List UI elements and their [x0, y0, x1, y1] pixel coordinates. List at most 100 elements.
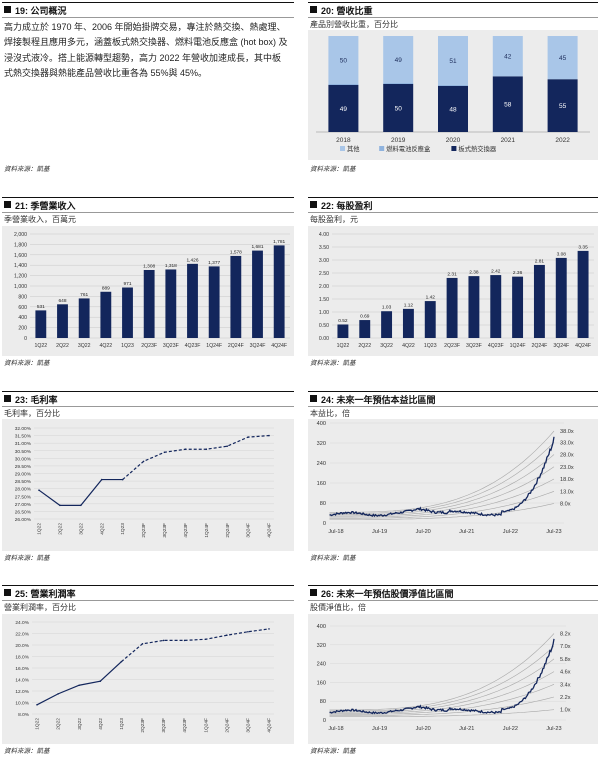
- panel-gross-margin: 23: 毛利率 毛利率，百分比 26.00% 26.50% 27.00% 27.50%…: [2, 391, 294, 562]
- panel-title: 19: 公司概況: [15, 6, 67, 16]
- data-point: [142, 460, 145, 463]
- band-label: 2.2x: [560, 695, 571, 701]
- y-tick-label: 3.50: [319, 245, 329, 251]
- data-point: [57, 693, 59, 695]
- header-marker: [4, 589, 11, 596]
- bar-segment: [547, 79, 578, 132]
- panel-header: 21: 季營業收入: [2, 197, 294, 213]
- x-tick-label: 4Q23F: [182, 718, 188, 733]
- data-label: 1.42: [426, 295, 436, 301]
- band-label: 5.8x: [560, 657, 571, 663]
- x-tick-label: 3Q24F: [246, 523, 252, 538]
- x-tick-label: 4Q22: [99, 343, 112, 349]
- x-tick-label: 1Q22: [35, 718, 41, 730]
- x-tick-label: 4Q23F: [185, 343, 201, 349]
- band-line: [329, 478, 555, 518]
- bar: [57, 304, 68, 338]
- y-tick-label: 20.0%: [15, 643, 29, 649]
- y-tick-label: 29.50%: [15, 464, 32, 470]
- data-label: 42: [504, 54, 512, 61]
- y-tick-label: 1,600: [14, 253, 27, 259]
- data-label: 58: [504, 102, 512, 109]
- x-tick-label: 1Q24F: [204, 523, 210, 538]
- x-tick-label: Jul-18: [328, 726, 343, 732]
- y-tick-label: 10.0%: [15, 701, 29, 707]
- x-tick-label: 3Q23F: [163, 343, 179, 349]
- x-tick-label: 2Q22: [358, 343, 371, 349]
- y-tick-label: 27.50%: [15, 494, 32, 500]
- data-label: 50: [340, 58, 348, 65]
- y-tick-label: 400: [317, 421, 326, 427]
- band-label: 8.2x: [560, 632, 571, 638]
- y-tick-label: 1.50: [319, 297, 329, 303]
- y-tick-label: 200: [18, 326, 27, 332]
- x-tick-label: 1Q24F: [206, 343, 222, 349]
- y-tick-label: 29.00%: [15, 472, 32, 478]
- data-label: 1,681: [251, 244, 263, 250]
- band-line: [329, 633, 555, 711]
- y-tick-label: 1,800: [14, 242, 27, 248]
- x-tick-label: 2Q24F: [531, 343, 547, 349]
- bar-segment: [383, 84, 414, 132]
- data-point: [247, 436, 249, 438]
- y-tick-label: 18.0%: [15, 655, 29, 661]
- y-tick-label: 1.00: [319, 310, 329, 316]
- x-tick-label: 2020: [446, 137, 461, 144]
- y-tick-label: 2.50: [319, 271, 329, 277]
- x-tick-label: 2018: [336, 137, 351, 144]
- x-tick-label: 2Q23F: [141, 343, 157, 349]
- legend-label: 板式熱交換器: [458, 144, 496, 153]
- bar: [424, 301, 436, 338]
- y-tick-label: 1,400: [14, 263, 27, 269]
- bar: [143, 269, 155, 338]
- legend-swatch: [451, 146, 457, 151]
- chart-area: 0 80 160 240 320 400 Jul-18 Jul-19 Jul-20 Jul-21 J…: [308, 419, 598, 551]
- data-label: 55: [559, 103, 567, 110]
- x-tick-label: 1Q22: [337, 343, 350, 349]
- data-point: [184, 448, 187, 451]
- data-point: [183, 639, 186, 642]
- data-label: 3.08: [557, 251, 567, 257]
- quarterly-revenue-chart: 0 200 400 600 800 1,000 1,200 1,400 1,600 1,800 2,…: [14, 232, 290, 349]
- bar: [533, 264, 545, 338]
- y-tick-label: 240: [317, 461, 326, 467]
- x-tick-label: 3Q22: [380, 343, 393, 349]
- x-tick-label: 4Q24F: [267, 523, 273, 538]
- data-label: 1,377: [208, 260, 220, 266]
- source-note: 資料來源：凱基: [310, 555, 356, 562]
- chart-area: 0 80 160 240 320 400 Jul-18 Jul-19 Jul-20 Jul-21 J…: [308, 614, 598, 744]
- y-tick-label: 1,000: [14, 284, 27, 290]
- x-tick-label: Jul-19: [372, 529, 387, 535]
- x-tick-label: 1Q24F: [510, 343, 526, 349]
- source-note: 資料來源：凱基: [310, 748, 356, 755]
- y-tick-label: 8.0%: [18, 712, 30, 718]
- bar: [100, 291, 112, 338]
- data-point: [120, 660, 123, 663]
- x-tick-label: 3Q24F: [246, 718, 252, 733]
- x-tick-label: 1Q23: [119, 718, 125, 730]
- x-tick-label: Jul-20: [416, 726, 431, 732]
- bar: [35, 310, 47, 338]
- bar-segment: [328, 84, 359, 132]
- y-tick-label: 0.00: [319, 336, 329, 342]
- panel-subtitle: 季營業收入，百萬元: [4, 215, 76, 224]
- y-tick-label: 400: [317, 624, 326, 630]
- header-marker: [310, 395, 317, 402]
- data-label: 50: [395, 106, 403, 113]
- bar: [577, 250, 589, 338]
- band-label: 28.0x: [560, 453, 574, 459]
- data-point: [268, 628, 270, 630]
- data-label: 1.12: [404, 302, 414, 308]
- data-point: [226, 445, 228, 447]
- bar-segment: [438, 85, 468, 132]
- x-tick-label: 1Q22: [34, 343, 47, 349]
- x-tick-label: 2Q23F: [444, 343, 460, 349]
- chart-area: 0.00 0.50 1.00 1.50 2.00 2.50 3.00 3.50 4.00 0.52…: [308, 226, 598, 356]
- panel-title: 22: 每股盈利: [321, 201, 373, 211]
- data-label: 49: [395, 57, 403, 64]
- data-point: [121, 478, 124, 481]
- panel-operating-margin: 25: 營業利潤率 營業利潤率，百分比 8.0% 10.0% 12.0% 14.0% 1…: [2, 585, 294, 757]
- x-tick-label: 4Q22: [98, 718, 104, 730]
- band-line: [329, 671, 555, 714]
- y-tick-label: 30.00%: [15, 456, 32, 462]
